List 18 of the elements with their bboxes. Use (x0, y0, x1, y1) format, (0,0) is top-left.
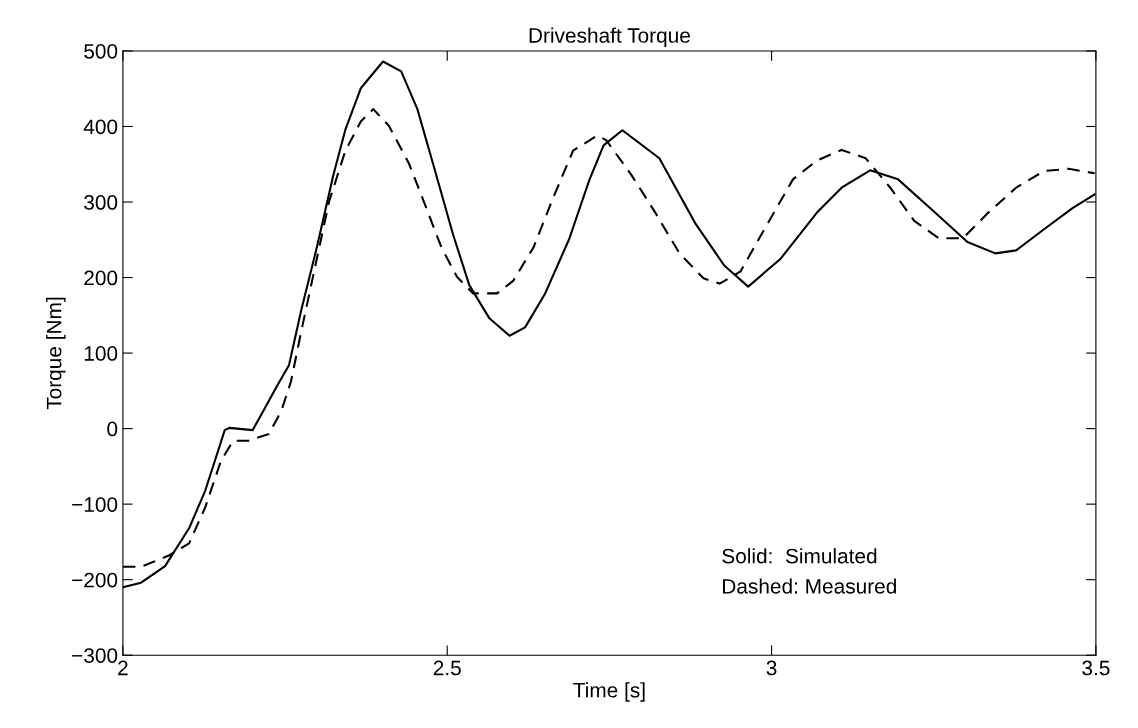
annotation: Dashed: Measured (723, 578, 896, 594)
chart-title: Driveshaft Torque (529, 27, 690, 47)
y-tick-label: 100 (84, 346, 118, 361)
x-tick-label: 2 (118, 660, 128, 676)
y-tick-label: 500 (84, 43, 118, 59)
x-tick-label: 3 (766, 660, 777, 676)
y-tick-label: −300 (72, 648, 118, 663)
y-tick-label: −200 (72, 572, 118, 588)
x-tick-label: 3.5 (1082, 660, 1110, 676)
y-tick-label: 400 (83, 119, 118, 135)
y-tick-label: 0 (107, 421, 118, 437)
y-tick-label: 300 (84, 195, 118, 210)
annotation: Solid: Simulated (722, 548, 877, 564)
y-axis-title: Torque [Nm] (46, 297, 66, 410)
x-tick-label: 2.5 (433, 660, 461, 676)
x-axis-title: Time [s] (573, 682, 645, 702)
y-tick-label: −100 (72, 497, 118, 512)
y-tick-label: 200 (84, 270, 118, 286)
